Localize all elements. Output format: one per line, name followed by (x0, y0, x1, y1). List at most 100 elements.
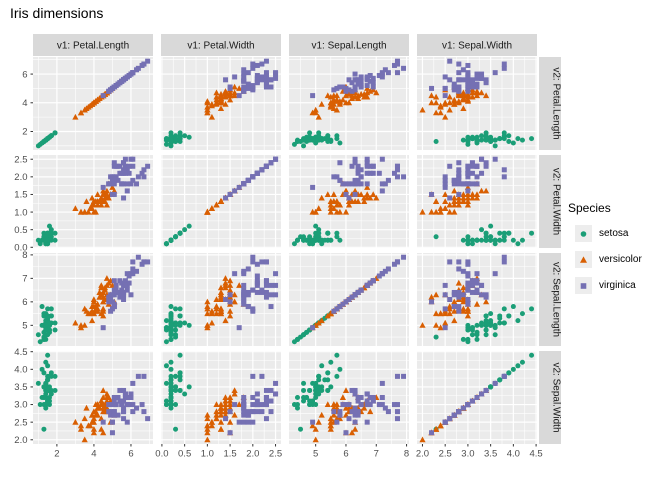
y-tick-label: 2.0 (14, 435, 27, 446)
data-points-versicolor (204, 275, 247, 331)
y-tick-label: 6 (22, 297, 27, 308)
y-tick-label: 4.5 (14, 347, 27, 358)
x-tick-label: 3.5 (484, 449, 497, 460)
chart-title: Iris dimensions (10, 5, 104, 21)
facet-panel-sepal_width-vs-petal_width (161, 351, 281, 444)
data-points-virginica (429, 254, 507, 331)
circle-marker-icon (575, 225, 592, 242)
facet-col-strip (33, 34, 153, 56)
y-tick-label: 1.5 (14, 190, 27, 201)
y-tick-label: 4.0 (14, 365, 27, 376)
data-points-setosa (433, 223, 535, 247)
facet-row-strip-label: v2: Sepal.Length (551, 262, 562, 337)
data-points-setosa (163, 304, 192, 345)
legend-label: versicolor (599, 254, 642, 265)
data-points-setosa (291, 352, 343, 432)
x-tick-label: 2.5 (269, 449, 282, 460)
legend-items: setosa versicolor virginica (567, 225, 642, 294)
facet-panel-petal_length-vs-sepal_length (289, 57, 409, 150)
x-tick-label: 7 (374, 449, 379, 460)
y-tick-label: 0.0 (14, 242, 27, 253)
facet-panel-sepal_width-vs-petal_length (33, 351, 153, 444)
data-points-virginica (100, 156, 151, 201)
x-tick-label: 1.0 (201, 449, 214, 460)
facet-panel-sepal_width-vs-sepal_length (289, 351, 409, 444)
x-tick-label: 2.0 (416, 449, 429, 460)
data-points-virginica (223, 373, 279, 436)
facet-panel-petal_length-vs-sepal_width (417, 57, 537, 150)
x-tick-label: 2.5 (439, 449, 452, 460)
triangle-marker-icon (575, 251, 592, 268)
facet-row-strip (539, 57, 561, 150)
y-tick-label: 2.5 (14, 154, 27, 165)
y-tick-label: 8 (22, 250, 27, 261)
data-points-virginica (310, 156, 407, 201)
facet-panel-sepal_length-vs-petal_length (33, 253, 153, 346)
data-points-setosa (35, 130, 58, 149)
x-tick-label: 3.0 (461, 449, 474, 460)
x-tick-label: 5 (313, 449, 318, 460)
x-tick-label: 0.0 (155, 449, 168, 460)
data-points-virginica (429, 58, 507, 99)
data-points-setosa (163, 352, 192, 432)
y-tick-label: 6 (22, 69, 27, 80)
y-tick-label: 2 (22, 127, 27, 138)
legend-item-virginica: virginica (567, 277, 642, 294)
data-points-setosa (433, 130, 535, 149)
facet-strips: v1: Petal.Length v1: Petal.Width v1: Sepal… (33, 34, 562, 444)
facet-row-strip-label: v2: Petal.Length (551, 67, 562, 139)
x-tick-label: 6 (128, 449, 133, 460)
legend-label: virginica (599, 280, 636, 291)
x-tick-label: 4.5 (529, 449, 542, 460)
facet-panel-sepal_length-vs-petal_width (161, 253, 281, 346)
facet-col-strip-label: v1: Sepal.Length (311, 41, 386, 52)
x-tick-label: 4 (91, 449, 96, 460)
data-points-virginica (310, 254, 407, 331)
x-tick-label: 8 (404, 449, 409, 460)
facet-panel-petal_width-vs-petal_length (33, 155, 153, 248)
facet-col-strip-label: v1: Petal.Width (187, 41, 254, 52)
data-points-versicolor (72, 180, 118, 215)
facet-panel-petal_length-vs-petal_width (161, 57, 281, 150)
data-points-setosa (163, 130, 192, 149)
data-points-setosa (291, 223, 343, 247)
facet-panel-petal_width-vs-sepal_length (289, 155, 409, 248)
facet-col-strip (417, 34, 537, 56)
facet-row-strip (539, 253, 561, 346)
data-points-virginica (223, 58, 279, 99)
y-tick-label: 0.5 (14, 225, 27, 236)
y-tick-label: 3.0 (14, 400, 27, 411)
data-points-virginica (100, 58, 151, 99)
square-marker-icon (575, 277, 592, 294)
data-points-setosa (163, 223, 192, 247)
data-points-virginica (310, 58, 407, 99)
facet-row-strip-label: v2: Petal.Width (551, 168, 562, 235)
data-points-virginica (429, 156, 507, 201)
species-legend: Species setosa versicolor virginica (567, 201, 642, 303)
data-points-setosa (35, 352, 58, 432)
legend-label: setosa (599, 228, 629, 239)
axes: 2 4 6 0.0 0.5 1.0 1.5 2.0 2.5 5 6 7 8 2.0 2.5 3.0 3.5 4.0… (14, 69, 542, 459)
data-points-versicolor (204, 83, 247, 120)
data-points-setosa (433, 304, 535, 345)
y-tick-label: 2.0 (14, 172, 27, 183)
x-tick-label: 0.5 (178, 449, 191, 460)
facet-panel-petal_width-vs-petal_width (161, 155, 281, 248)
legend-title: Species (568, 201, 611, 215)
facet-col-strip (289, 34, 409, 56)
data-points-virginica (100, 373, 151, 436)
data-points-virginica (310, 373, 407, 436)
facet-col-strip-label: v1: Petal.Length (57, 41, 129, 52)
y-tick-label: 7 (22, 274, 27, 285)
facet-panel-sepal_width-vs-sepal_width (417, 351, 537, 444)
y-tick-label: 2.5 (14, 417, 27, 428)
x-tick-label: 1.5 (223, 449, 236, 460)
facet-panel-sepal_length-vs-sepal_length (289, 253, 409, 346)
data-points-virginica (223, 254, 279, 331)
x-tick-label: 2 (54, 449, 59, 460)
gridlines (289, 155, 409, 248)
facet-row-strip (539, 351, 561, 444)
facet-row-strip-label: v2: Sepal.Width (551, 362, 562, 432)
